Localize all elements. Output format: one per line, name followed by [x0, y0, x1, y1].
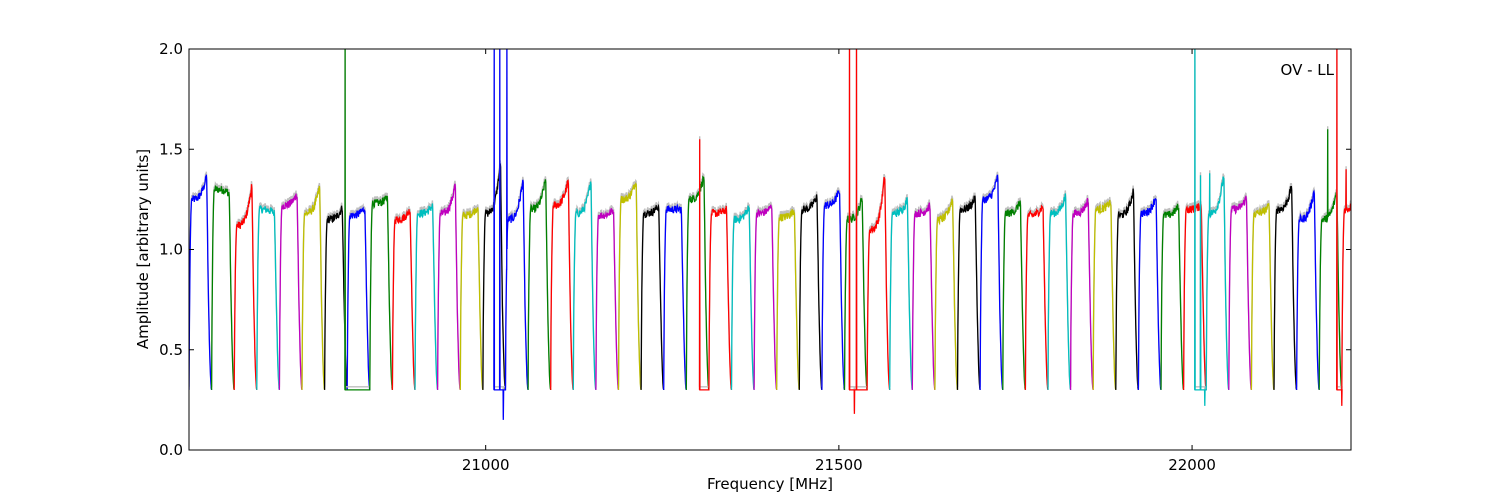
band-line-47: [1250, 203, 1275, 391]
band-line-48: [1273, 186, 1298, 391]
band-line-20: [640, 203, 665, 391]
x-tick-label-0: 21000: [462, 456, 510, 474]
band-line-38: [1047, 193, 1072, 391]
band-line-16: [550, 179, 574, 391]
band-line-3: [256, 205, 281, 391]
band-line-22: [685, 175, 710, 391]
band-line-32: [911, 202, 936, 391]
band-line-45: [1194, 49, 1230, 406]
y-axis-label: Amplitude [arbitrary units]: [134, 149, 152, 349]
band-line-46: [1228, 194, 1253, 391]
reference-line-30: [848, 49, 891, 411]
band-line-42: [1137, 197, 1162, 391]
band-line-25: [753, 204, 778, 391]
band-line-4: [278, 193, 303, 391]
band-line-23: [698, 139, 733, 391]
band-line-30: [848, 49, 891, 414]
y-tick-label-1: 0.5: [159, 341, 183, 359]
band-line-6: [323, 205, 348, 391]
band-line-2: [233, 184, 258, 391]
y-tick-label-0: 0.0: [159, 441, 183, 459]
band-line-19: [617, 182, 642, 391]
band-line-37: [1024, 204, 1049, 391]
band-line-31: [889, 197, 913, 391]
band-line-26: [776, 208, 800, 391]
band-line-40: [1092, 199, 1117, 391]
x-tick-label-1: 21500: [815, 456, 863, 474]
y-tick-label-4: 2.0: [159, 40, 183, 58]
x-axis-label: Frequency [MHz]: [707, 475, 833, 493]
band-line-24: [730, 205, 755, 391]
band-line-51: [1336, 49, 1351, 406]
band-line-41: [1115, 188, 1140, 391]
y-tick-label-2: 1.0: [159, 241, 183, 259]
reference-line-23: [698, 136, 733, 388]
band-line-11: [436, 183, 461, 391]
ticks-layer: 21000 21500 22000 0.0 0.5 1.0 1.5 2.0: [159, 40, 1351, 474]
band-line-8: [344, 49, 394, 391]
band-line-7: [346, 206, 371, 391]
y-tick-label-3: 1.5: [159, 140, 183, 158]
band-line-27: [798, 194, 823, 391]
band-line-15: [527, 179, 552, 391]
band-line-28: [821, 190, 846, 391]
band-line-34: [956, 195, 981, 391]
band-line-49: [1295, 189, 1320, 391]
band-line-10: [414, 203, 439, 391]
band-line-17: [572, 181, 597, 391]
band-line-12: [459, 207, 484, 391]
band-line-5: [301, 185, 326, 391]
x-tick-label-2: 22000: [1168, 456, 1216, 474]
annotation-label: OV - LL: [1281, 61, 1335, 79]
band-line-1: [210, 184, 235, 391]
band-line-39: [1069, 197, 1094, 391]
series-layer: [189, 49, 1351, 420]
band-line-18: [595, 208, 620, 391]
band-line-35: [979, 174, 1004, 391]
band-line-43: [1160, 203, 1185, 391]
band-line-21: [663, 203, 687, 391]
band-line-50: [1318, 129, 1343, 391]
band-line-36: [1002, 200, 1027, 391]
band-line-33: [934, 198, 959, 391]
band-line-14: [493, 49, 529, 420]
band-line-0: [189, 174, 213, 391]
band-line-9: [391, 209, 416, 391]
